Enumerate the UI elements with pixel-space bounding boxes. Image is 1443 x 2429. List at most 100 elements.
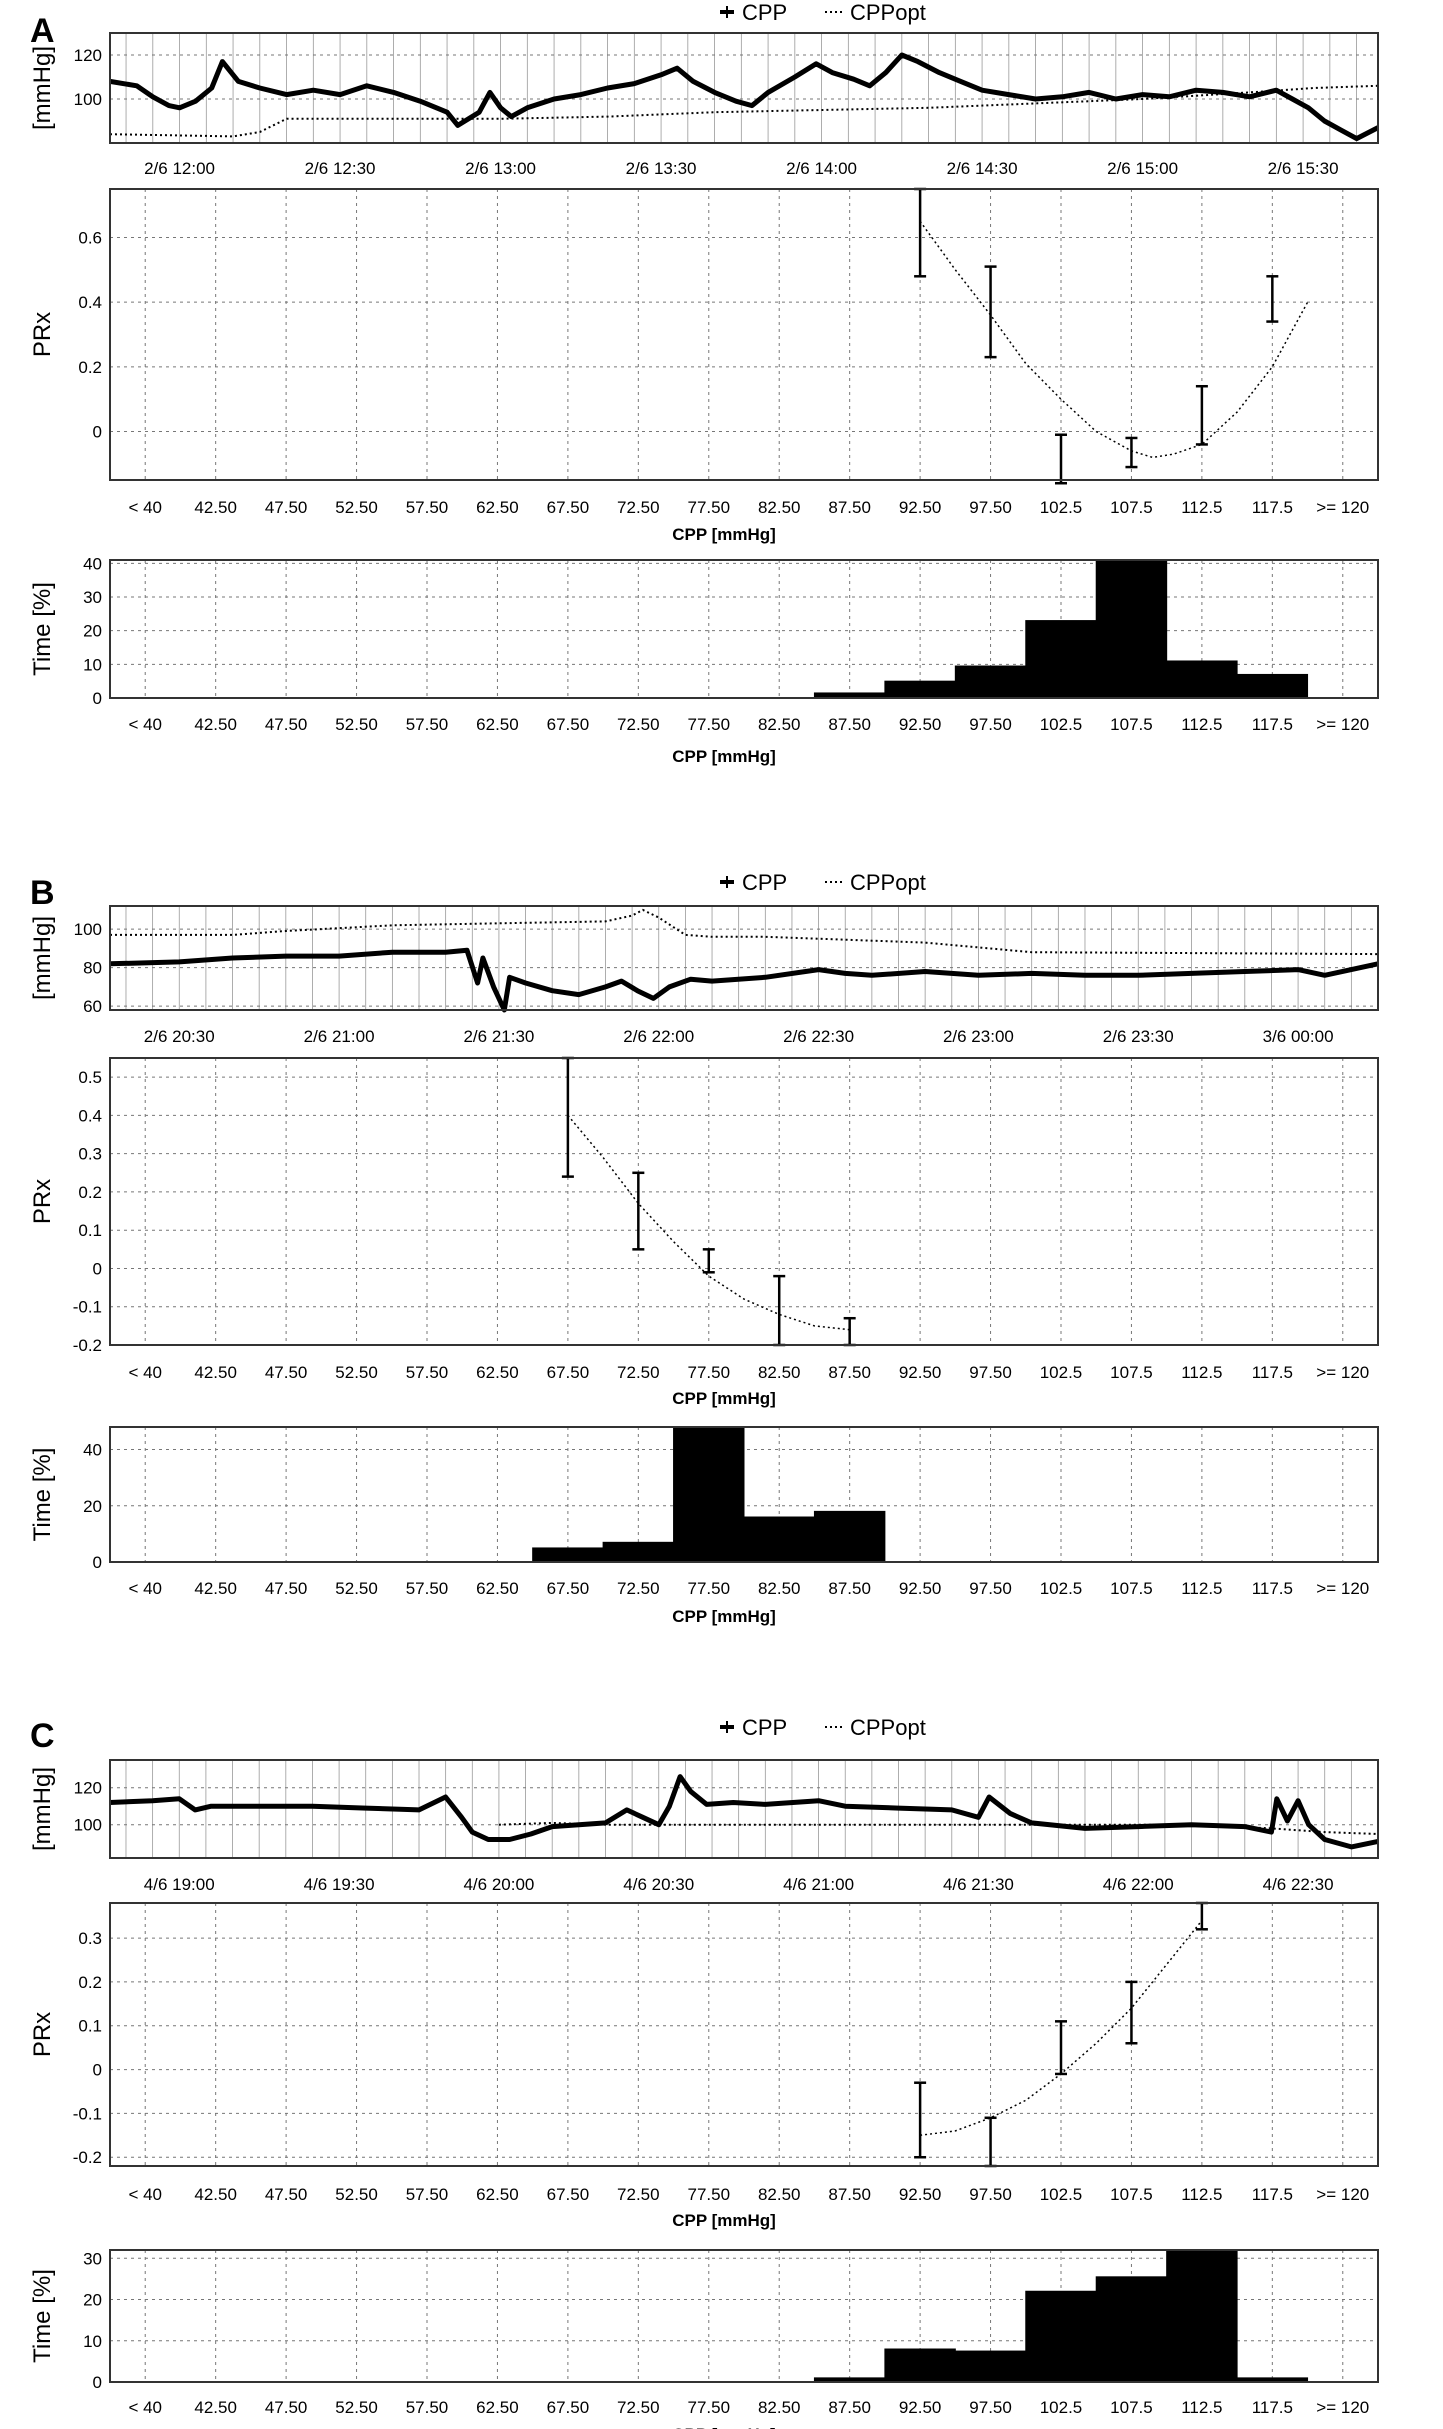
hist-x-tick-label: 107.5: [1110, 2398, 1153, 2417]
prx-x-axis-label: CPP [mmHg]: [672, 1389, 776, 1408]
cpp-line: [109, 52, 1380, 142]
cpp-line: [109, 1774, 1379, 1850]
cpp-line: [109, 947, 1379, 1013]
hist-y-tick-label: 0: [93, 689, 102, 708]
hist-bar: [884, 680, 956, 699]
hist-x-tick-label: < 40: [128, 1579, 162, 1598]
prx-x-tick-label: 47.50: [265, 1363, 308, 1382]
hist-x-tick-label: < 40: [128, 715, 162, 734]
panel-letter: B: [30, 874, 55, 912]
prx-error-bar: [914, 187, 927, 278]
hist-y-tick-label: 0: [93, 2373, 102, 2392]
prx-x-tick-label: 87.50: [828, 498, 871, 517]
hist-x-tick-label: 57.50: [406, 715, 449, 734]
trend-x-tick-label: 4/6 19:30: [304, 1875, 375, 1894]
prx-x-tick-label: 82.50: [758, 2185, 801, 2204]
prx-x-tick-label: 82.50: [758, 1363, 801, 1382]
legend: CPP CPPopt: [720, 1715, 926, 1740]
prx-y-tick-label: 0.1: [78, 1221, 102, 1240]
prx-x-tick-label: 77.50: [688, 2185, 731, 2204]
prx-y-tick-label: 0.5: [78, 1068, 102, 1087]
prx-y-tick-label: -0.1: [73, 2104, 102, 2123]
hist-x-tick-label: 82.50: [758, 1579, 801, 1598]
trend-frame: [109, 1759, 1379, 1859]
prx-x-tick-label: 102.5: [1040, 498, 1083, 517]
trend-x-tick-label: 2/6 14:30: [947, 159, 1018, 178]
prx-x-tick-label: 47.50: [265, 2185, 308, 2204]
prx-y-tick-label: 0.1: [78, 2017, 102, 2036]
prx-x-tick-label: 97.50: [969, 2185, 1012, 2204]
hist-x-tick-label: 112.5: [1181, 2398, 1222, 2417]
prx-y-tick-label: -0.1: [73, 1298, 102, 1317]
prx-error-bar: [1195, 1901, 1208, 1931]
prx-y-tick-label: 0: [93, 423, 102, 442]
prx-x-tick-label: 72.50: [617, 1363, 660, 1382]
hist-y-tick-label: 30: [83, 588, 102, 607]
prx-x-tick-label: 87.50: [828, 2185, 871, 2204]
prx-x-tick-label: 57.50: [406, 2185, 449, 2204]
prx-y-tick-label: 0.3: [78, 1929, 102, 1948]
legend-label-cpp: CPP: [742, 1715, 787, 1740]
trend-frame: [109, 905, 1379, 1011]
hist-y-axis-label: Time [%]: [29, 2269, 56, 2363]
trend-x-tick-label: 4/6 20:30: [623, 1875, 694, 1894]
trend-x-tick-label: 2/6 13:30: [626, 159, 697, 178]
hist-x-tick-label: 77.50: [688, 1579, 731, 1598]
trend-y-tick-label: 100: [74, 1816, 102, 1835]
hist-x-tick-label: 77.50: [688, 2398, 731, 2417]
legend-label-cppopt: CPPopt: [850, 0, 926, 25]
prx-x-tick-label: 82.50: [758, 498, 801, 517]
trend-chart: 100 120 2/6 12:00 2/6 12:30 2/6 13:00 2/6 13:…: [29, 32, 1380, 178]
hist-frame: [109, 2249, 1379, 2383]
prx-error-bar: [1055, 2020, 1067, 2076]
prx-x-tick-label: 107.5: [1110, 498, 1153, 517]
hist-x-axis-label: CPP [mmHg]: [672, 2425, 776, 2429]
prx-error-bar: [632, 1171, 645, 1251]
hist-bar: [1025, 620, 1097, 699]
hist-y-tick-label: 30: [83, 2249, 102, 2268]
hist-x-tick-label: 97.50: [969, 1579, 1012, 1598]
trend-x-tick-label: 2/6 22:30: [783, 1027, 854, 1046]
time-histogram: 0 20 40 < 40 42.50 47.50 52.50 57.50 62.50 67.50 7…: [29, 1426, 1379, 1626]
prx-y-tick-label: 0.4: [78, 293, 102, 312]
prx-x-tick-label: >= 120: [1316, 498, 1369, 517]
hist-x-tick-label: 72.50: [617, 715, 660, 734]
legend-label-cppopt: CPPopt: [850, 1715, 926, 1740]
hist-x-tick-label: 57.50: [406, 2398, 449, 2417]
prx-x-tick-label: 102.5: [1040, 1363, 1083, 1382]
hist-x-tick-label: >= 120: [1316, 2398, 1369, 2417]
trend-x-tick-label: 2/6 12:00: [144, 159, 215, 178]
trend-x-tick-label: 4/6 21:00: [783, 1875, 854, 1894]
trend-y-tick-label: 100: [74, 90, 102, 109]
hist-frame: [109, 1426, 1379, 1563]
prx-x-tick-label: 102.5: [1040, 2185, 1083, 2204]
prx-x-tick-label: 67.50: [547, 498, 590, 517]
prx-error-bar: [1266, 275, 1279, 323]
prx-x-tick-label: 52.50: [335, 498, 378, 517]
hist-y-tick-label: 0: [93, 1553, 102, 1572]
hist-x-tick-label: < 40: [128, 2398, 162, 2417]
legend-label-cpp: CPP: [742, 870, 787, 895]
trend-x-tick-label: 4/6 20:00: [463, 1875, 534, 1894]
legend: CPP CPPopt: [720, 870, 926, 895]
prx-x-tick-label: 42.50: [194, 2185, 237, 2204]
trend-x-tick-label: 3/6 00:00: [1263, 1027, 1334, 1046]
prx-chart: -0.2 -0.1 0 0.1 0.2 0.3 0.4 0.5 < 40 42.50 47.50 52…: [29, 1056, 1379, 1408]
prx-x-tick-label: 62.50: [476, 1363, 519, 1382]
trend-x-tick-label: 2/6 13:00: [465, 159, 536, 178]
trend-chart: 60 80 100 2/6 20:30 2/6 21:00 2/6 21:30 2/6 22…: [29, 905, 1379, 1046]
hist-bar: [884, 2348, 956, 2383]
hist-y-tick-label: 20: [83, 2291, 102, 2310]
prx-y-tick-label: 0.4: [78, 1106, 102, 1125]
prx-x-tick-label: 52.50: [335, 2185, 378, 2204]
hist-y-tick-label: 10: [83, 655, 102, 674]
hist-bar: [673, 1426, 745, 1563]
hist-x-tick-label: 97.50: [969, 715, 1012, 734]
hist-x-tick-label: 82.50: [758, 715, 801, 734]
hist-x-tick-label: 67.50: [547, 715, 590, 734]
hist-x-tick-label: 62.50: [476, 715, 519, 734]
trend-x-tick-label: 2/6 21:00: [304, 1027, 375, 1046]
hist-x-tick-label: >= 120: [1316, 1579, 1369, 1598]
trend-x-tick-label: 4/6 22:30: [1263, 1875, 1334, 1894]
prx-error-bar: [843, 1316, 856, 1347]
